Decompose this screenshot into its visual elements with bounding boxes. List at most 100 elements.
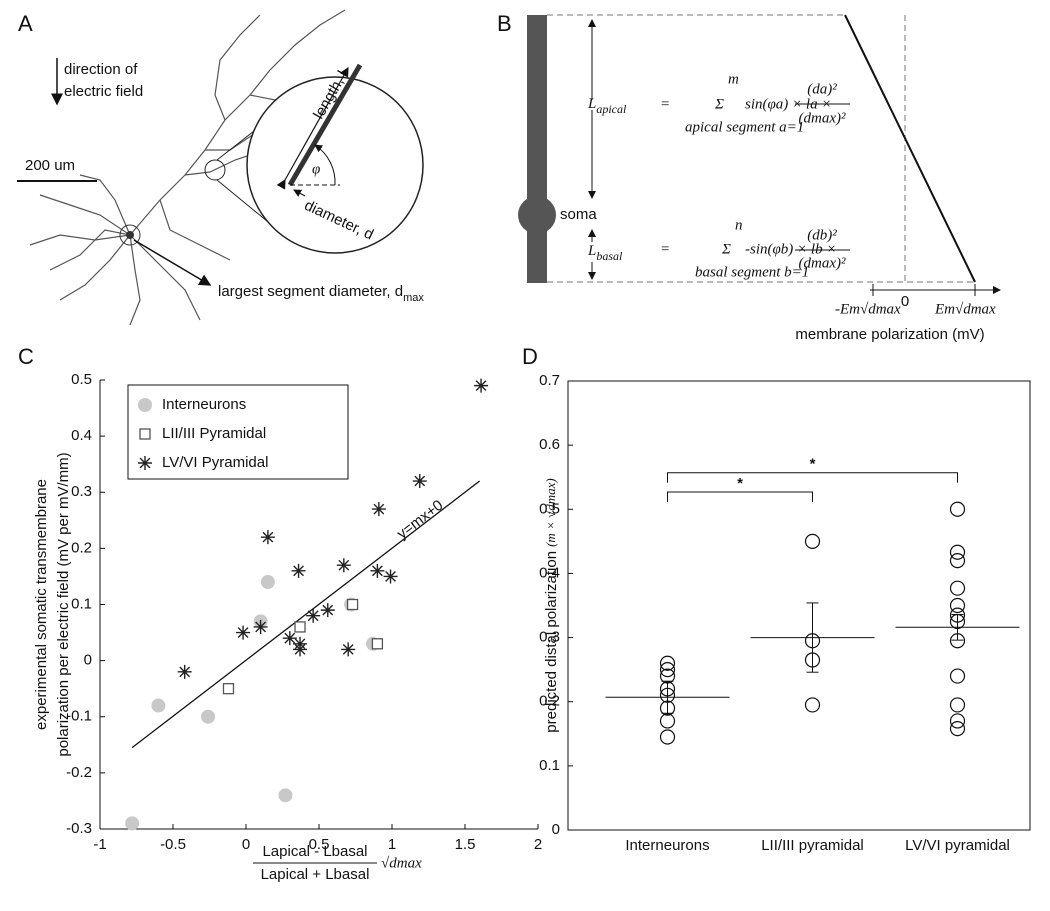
formula-part: apical segment a=1 — [685, 119, 804, 135]
point — [201, 709, 216, 724]
formula-part: = — [660, 96, 670, 112]
point — [294, 621, 306, 633]
neuron-drawing — [29, 9, 346, 326]
y-tick-label: 0 — [552, 821, 560, 838]
x-tick-label: Interneurons — [625, 837, 709, 854]
point — [949, 713, 966, 729]
scale-label: 200 um — [25, 157, 75, 174]
point — [151, 698, 166, 713]
legend-marker — [138, 456, 152, 470]
point — [659, 729, 676, 745]
dmax-label: largest segment diameter, dmax — [218, 283, 424, 304]
legend-marker — [138, 398, 152, 412]
polarization-line — [844, 14, 976, 283]
formula-part: (dmax)² — [799, 110, 846, 126]
field-label: electric field — [64, 83, 143, 100]
axis-label: Em√dmax — [934, 301, 996, 317]
point — [949, 597, 966, 614]
x-tick-label: -1 — [93, 836, 106, 853]
y-tick-label: 0.2 — [539, 693, 560, 710]
point — [412, 474, 427, 489]
point — [949, 544, 966, 560]
significance-label: * — [810, 456, 816, 473]
panel-label: C — [18, 344, 34, 369]
formula-part: (dmax)² — [799, 255, 846, 271]
formula-part: sin(φa) × la × — [745, 96, 831, 112]
y-tick-label: 0.3 — [71, 483, 92, 500]
legend-label: LV/VI Pyramidal — [162, 454, 268, 471]
significance-bracket — [667, 472, 958, 483]
y-tick-label: 0.3 — [539, 629, 560, 646]
dmax-arrow — [133, 239, 212, 286]
x-axis-label: √dmax — [381, 855, 422, 871]
point — [320, 603, 335, 618]
point — [474, 378, 489, 393]
point — [260, 575, 275, 590]
fit-label: y=mx+0 — [394, 497, 447, 543]
point — [371, 638, 384, 650]
y-axis-label-part: (m × √dmax) — [543, 478, 558, 547]
point — [125, 816, 140, 831]
panel-label: B — [497, 11, 512, 36]
y-tick-label: 0.4 — [539, 564, 560, 581]
point — [253, 619, 268, 634]
formula-part: Σ — [721, 241, 731, 257]
point — [949, 721, 966, 737]
legend-label: LII/III Pyramidal — [162, 425, 266, 442]
y-tick-label: -0.2 — [66, 764, 92, 781]
point — [659, 662, 676, 678]
point — [949, 668, 966, 684]
point — [177, 664, 192, 679]
formula-l: Lbasal — [587, 243, 623, 262]
soma-shape — [518, 196, 556, 234]
formula-part: basal — [596, 249, 623, 263]
x-tick-label: 2 — [534, 836, 542, 853]
point — [949, 580, 966, 596]
dmax-sub: max — [403, 292, 424, 304]
y-tick-label: 0.6 — [539, 436, 560, 453]
angle-label: φ — [312, 161, 320, 177]
y-axis-label: polarization per electric field (mV per … — [55, 452, 72, 756]
y-tick-label: 0.2 — [71, 539, 92, 556]
y-tick-label: 0.1 — [539, 757, 560, 774]
dendrite-bar — [527, 15, 547, 283]
formula-part: apical — [596, 102, 627, 116]
point — [293, 642, 308, 657]
point — [949, 501, 966, 517]
formula-part: Σ — [714, 96, 724, 112]
point — [346, 598, 359, 611]
diameter-arrow — [293, 189, 306, 197]
panel-label: A — [18, 11, 33, 36]
y-axis-label: predicted distal polarization (m × √dmax) — [543, 478, 560, 732]
point — [370, 563, 385, 578]
legend-marker — [139, 428, 151, 440]
dmax-text: largest segment diameter, d — [218, 283, 403, 300]
formula-part: basal segment b=1 — [695, 264, 809, 280]
x-tick-label: 0.5 — [309, 836, 330, 853]
x-tick-label: LV/VI pyramidal — [905, 837, 1010, 854]
x-tick-label: LII/III pyramidal — [761, 837, 864, 854]
y-tick-label: 0.5 — [539, 500, 560, 517]
y-axis-label-part: predicted distal polarization — [543, 551, 560, 733]
point — [949, 697, 966, 713]
x-axis-label: Lapical - Lbasal — [262, 843, 367, 860]
point — [278, 788, 293, 803]
y-tick-label: 0.4 — [71, 427, 92, 444]
point — [306, 608, 321, 623]
x-tick-label: -0.5 — [160, 836, 186, 853]
point — [222, 683, 235, 695]
plot-frame — [567, 380, 1031, 831]
formula-part: m — [728, 71, 739, 87]
field-label: direction of — [64, 61, 138, 78]
axis-label: 0 — [901, 293, 909, 310]
significance-label: * — [737, 475, 743, 492]
point — [804, 697, 821, 713]
y-tick-label: 0.5 — [71, 371, 92, 388]
y-tick-label: 0 — [84, 652, 92, 669]
formula-l: Lapical — [587, 96, 627, 115]
y-tick-label: 0.1 — [71, 595, 92, 612]
length-arrow — [276, 66, 349, 190]
axis-label: -Em√dmax — [835, 301, 901, 317]
formula-part: (db)² — [807, 227, 837, 243]
